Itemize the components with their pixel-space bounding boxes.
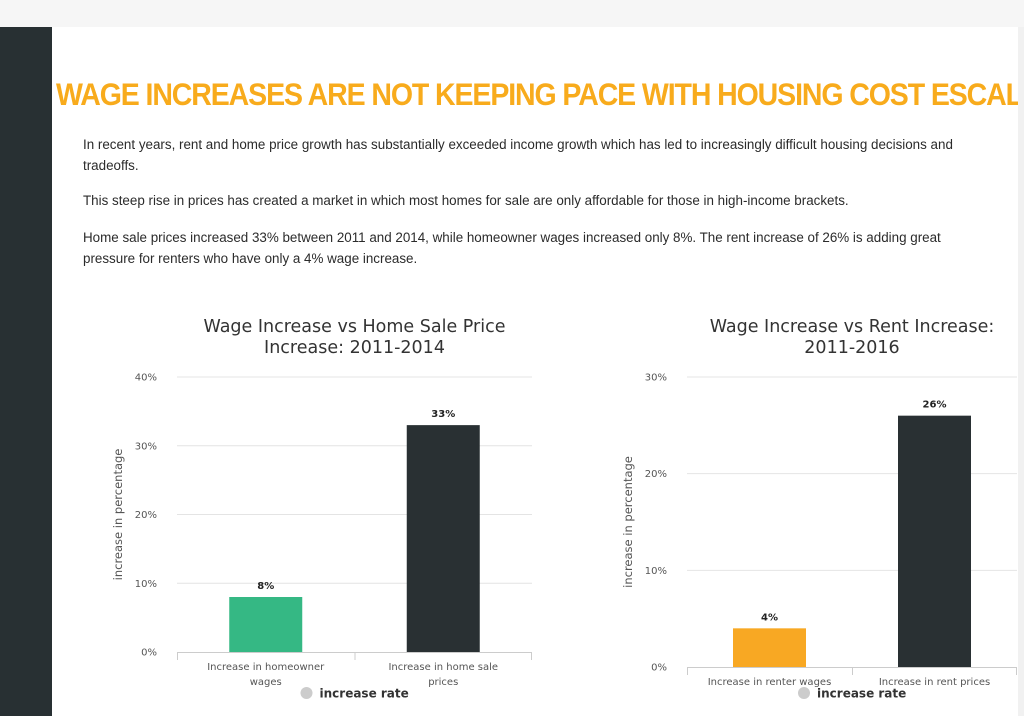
rent-category-label-0: Increase in renter wages (708, 677, 832, 688)
rent-legend-marker (798, 687, 810, 699)
home-sale-legend-marker (300, 687, 313, 699)
rent-y-tick-label: 10% (645, 566, 667, 577)
rent-bar-0 (733, 628, 806, 667)
rent-category-label-0-line: Increase in renter wages (708, 677, 832, 688)
intro-paragraph-2: This steep rise in prices has created a … (83, 193, 849, 208)
home-sale-y-tick-label: 10% (135, 579, 157, 590)
chart-home-sale-vs-wages-svg: Wage Increase vs Home Sale Price Increase… (111, 317, 532, 701)
intro-paragraph-1: In recent years, rent and home price gro… (83, 137, 953, 173)
intro-paragraph-3: Home sale prices increased 33% between 2… (83, 230, 941, 266)
rent-bar-1 (898, 415, 971, 667)
rent-legend-label: increase rate (817, 687, 906, 701)
article-page: WAGE INCREASES ARE NOT KEEPING PACE WITH… (52, 27, 1018, 716)
chart-rent-vs-wages: Wage Increase vs Rent Increase: 2011-2016… (592, 312, 1017, 702)
home-sale-category-label-0-line: Increase in homeowner (207, 662, 325, 673)
rent-category-label-1-line: Increase in rent prices (879, 677, 990, 688)
home-sale-y-tick-label: 40% (135, 373, 157, 384)
home-sale-chart-title-line: Wage Increase vs Home Sale Price (204, 317, 506, 337)
home-sale-y-axis-title: increase in percentage (111, 449, 125, 581)
rent-chart-title-line: 2011-2016 (804, 338, 899, 358)
home-sale-chart-title: Wage Increase vs Home Sale Price Increase… (204, 317, 506, 358)
chart-rent-vs-wages-svg: Wage Increase vs Rent Increase: 2011-2016… (621, 317, 1017, 701)
home-sale-category-label-1: Increase in home sale prices (388, 662, 498, 688)
home-sale-bar-0 (229, 597, 303, 652)
home-sale-legend-label: increase rate (320, 687, 409, 701)
rent-category-label-1: Increase in rent prices (879, 677, 990, 688)
home-sale-chart-title-line: Increase: 2011-2014 (264, 338, 445, 358)
rent-y-axis-title: increase in percentage (621, 456, 635, 588)
rent-chart-title: Wage Increase vs Rent Increase: 2011-2016 (710, 317, 995, 358)
left-sidebar (0, 27, 52, 716)
home-sale-y-tick-label: 20% (135, 510, 157, 521)
home-sale-y-tick-label: 30% (135, 441, 157, 452)
rent-y-tick-label: 0% (651, 663, 667, 674)
browser-top-strip (0, 0, 1024, 27)
home-sale-category-label-0: Increase in homeowner wages (207, 662, 325, 688)
home-sale-category-label-1-line: Increase in home sale (388, 662, 498, 673)
home-sale-bar-1 (406, 425, 480, 652)
home-sale-data-label-1: 33% (431, 409, 455, 420)
chart-home-sale-vs-wages: Wage Increase vs Home Sale Price Increase… (102, 312, 532, 702)
rent-y-tick-label: 20% (645, 469, 667, 480)
rent-y-tick-label: 30% (645, 373, 667, 384)
page-headline: WAGE INCREASES ARE NOT KEEPING PACE WITH… (56, 77, 1018, 113)
home-sale-y-tick-label: 0% (141, 648, 157, 659)
home-sale-category-label-1-line: prices (428, 677, 458, 688)
rent-data-label-0: 4% (761, 612, 778, 623)
rent-data-label-1: 26% (923, 400, 947, 411)
right-edge (1018, 27, 1024, 716)
home-sale-data-label-0: 8% (257, 581, 274, 592)
home-sale-category-label-0-line: wages (250, 677, 282, 688)
rent-chart-title-line: Wage Increase vs Rent Increase: (710, 317, 995, 337)
